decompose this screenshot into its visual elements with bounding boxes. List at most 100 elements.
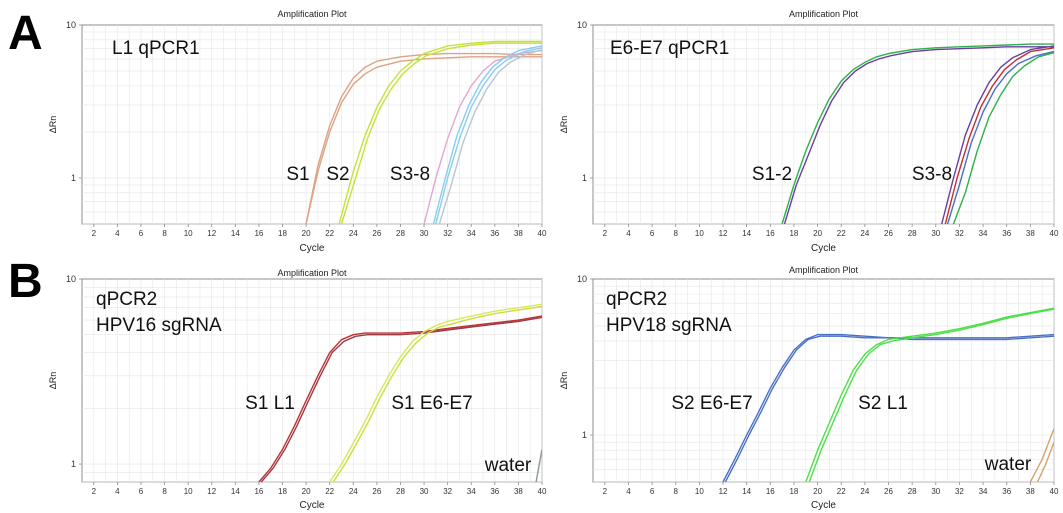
chart-title-3: Amplification Plot: [789, 265, 859, 275]
x-tick-label-2: 30: [420, 487, 429, 496]
series-line-1-2: [941, 45, 1054, 224]
annotation-1-1: S1-2: [752, 164, 792, 185]
x-axis-label-0: Cycle: [299, 243, 324, 254]
annotation-0-0: L1 qPCR1: [112, 38, 200, 59]
series-line-3-2: [805, 307, 1054, 482]
x-tick-label-1: 20: [813, 229, 822, 238]
y-axis-label-1: ΔRn: [559, 116, 569, 134]
x-tick-label-1: 22: [837, 229, 846, 238]
annotation-0-2: S2: [326, 164, 349, 185]
series-line-0-0: [305, 56, 542, 224]
x-tick-label-2: 40: [538, 487, 547, 496]
x-tick-label-0: 2: [92, 229, 97, 238]
x-tick-label-2: 18: [278, 487, 287, 496]
series-line-1-3: [944, 47, 1054, 224]
series-line-3-4: [1029, 428, 1054, 482]
x-tick-label-0: 14: [231, 229, 240, 238]
x-tick-label-3: 16: [766, 487, 775, 496]
x-tick-label-0: 34: [467, 229, 476, 238]
x-tick-label-1: 34: [979, 229, 988, 238]
series-line-0-1: [305, 52, 542, 224]
series-line-3-3: [808, 308, 1054, 482]
x-tick-label-3: 34: [979, 487, 988, 496]
x-axis-label-2: Cycle: [299, 500, 324, 511]
chart-title-1: Amplification Plot: [789, 9, 859, 19]
x-tick-label-2: 12: [207, 487, 216, 496]
annotation-1-2: S3-8: [912, 164, 952, 185]
x-tick-label-3: 8: [674, 487, 679, 496]
x-tick-label-3: 6: [650, 487, 655, 496]
annotation-3-3: S2 L1: [858, 393, 908, 414]
series-line-3-5: [1036, 441, 1054, 482]
plot-area-3: [592, 278, 1055, 483]
x-tick-label-2: 22: [325, 487, 334, 496]
annotation-2-0: qPCR2: [96, 289, 157, 310]
series-line-2-1: [260, 316, 542, 482]
y-tick-label-3: 10: [577, 274, 587, 284]
series-line-0-2: [338, 40, 542, 224]
row-label-b: B: [8, 255, 43, 308]
x-tick-label-0: 20: [302, 229, 311, 238]
x-tick-label-3: 36: [1002, 487, 1011, 496]
x-tick-label-2: 14: [231, 487, 240, 496]
annotation-3-0: qPCR2: [606, 289, 667, 310]
x-tick-label-0: 10: [184, 229, 193, 238]
x-tick-label-1: 32: [955, 229, 964, 238]
x-tick-label-1: 10: [695, 229, 704, 238]
x-tick-label-0: 6: [139, 229, 144, 238]
x-tick-label-2: 34: [467, 487, 476, 496]
x-tick-label-1: 4: [626, 229, 631, 238]
x-tick-label-1: 16: [766, 229, 775, 238]
y-axis-label-0: ΔRn: [48, 116, 58, 134]
x-tick-label-2: 20: [302, 487, 311, 496]
series-line-1-0: [781, 43, 1054, 224]
annotation-3-1: HPV18 sgRNA: [606, 315, 732, 336]
x-tick-label-3: 40: [1050, 487, 1059, 496]
x-tick-label-0: 18: [278, 229, 287, 238]
x-tick-label-3: 30: [931, 487, 940, 496]
x-tick-label-3: 38: [1026, 487, 1035, 496]
series-line-0-3: [340, 42, 542, 224]
y-tick-label-3: 1: [582, 430, 587, 440]
chart-title-0: Amplification Plot: [277, 9, 347, 19]
x-tick-label-1: 18: [789, 229, 798, 238]
x-tick-label-1: 14: [742, 229, 751, 238]
x-tick-label-0: 12: [207, 229, 216, 238]
series-line-0-7: [438, 48, 542, 224]
x-axis-label-1: Cycle: [811, 243, 836, 254]
x-tick-label-1: 2: [603, 229, 608, 238]
x-tick-label-3: 4: [626, 487, 631, 496]
row-label-a: A: [8, 7, 43, 60]
plot-area-1: [592, 24, 1055, 225]
x-tick-label-3: 2: [603, 487, 608, 496]
x-tick-label-3: 10: [695, 487, 704, 496]
x-tick-label-0: 28: [396, 229, 405, 238]
x-axis-label-3: Cycle: [811, 500, 836, 511]
x-tick-label-0: 26: [372, 229, 381, 238]
x-tick-label-2: 24: [349, 487, 358, 496]
annotation-2-1: HPV16 sgRNA: [96, 315, 222, 336]
y-axis-label-2: ΔRn: [48, 372, 58, 390]
x-tick-label-2: 28: [396, 487, 405, 496]
x-tick-label-0: 16: [254, 229, 263, 238]
x-tick-label-2: 6: [139, 487, 144, 496]
x-tick-label-1: 8: [674, 229, 679, 238]
x-tick-label-1: 40: [1050, 229, 1059, 238]
annotation-2-3: S1 E6-E7: [391, 393, 472, 414]
x-tick-label-3: 32: [955, 487, 964, 496]
x-tick-label-2: 38: [514, 487, 523, 496]
annotation-1-0: E6-E7 qPCR1: [610, 38, 729, 59]
y-axis-label-3: ΔRn: [559, 372, 569, 390]
x-tick-label-1: 12: [719, 229, 728, 238]
x-tick-label-2: 36: [490, 487, 499, 496]
x-tick-label-1: 6: [650, 229, 655, 238]
x-tick-label-1: 36: [1002, 229, 1011, 238]
x-tick-label-0: 38: [514, 229, 523, 238]
y-tick-label-1: 1: [582, 173, 587, 183]
x-tick-label-0: 22: [325, 229, 334, 238]
series-line-0-4: [423, 49, 542, 224]
y-tick-label-0: 1: [71, 173, 76, 183]
x-tick-label-2: 4: [115, 487, 120, 496]
series-line-1-5: [952, 51, 1054, 224]
x-tick-label-3: 24: [860, 487, 869, 496]
